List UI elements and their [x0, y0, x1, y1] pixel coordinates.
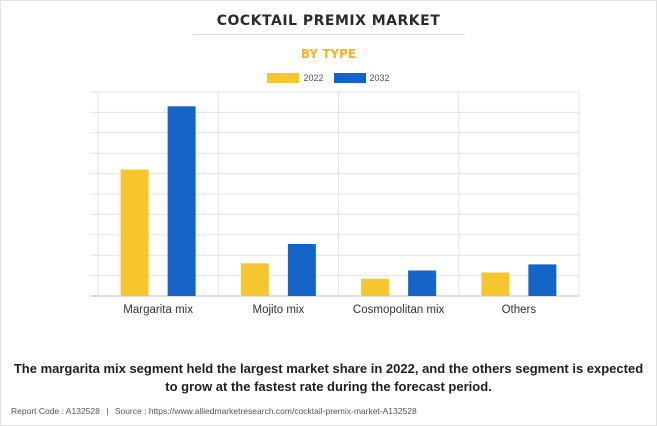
x-tick-label: Others	[502, 304, 537, 316]
bar-2032	[408, 270, 437, 296]
bar-2022	[240, 263, 269, 296]
bar-2032	[167, 106, 196, 296]
x-tick-label: Cosmopolitan mix	[353, 304, 445, 316]
bar-2022	[481, 272, 510, 296]
bar-2032	[528, 264, 557, 296]
legend-swatch-2022	[267, 73, 300, 83]
legend-label-2022: 2022	[303, 73, 324, 83]
chart-subtitle: BY TYPE	[300, 47, 357, 61]
footer-separator: |	[106, 406, 109, 416]
chart-legend: 2022 2032	[1, 73, 656, 83]
x-tick-label: Mojito mix	[252, 304, 304, 316]
legend-item-2022: 2022	[267, 73, 324, 83]
bar-2022	[361, 278, 390, 296]
x-tick-label: Margarita mix	[123, 304, 193, 316]
title-divider	[193, 34, 465, 35]
chart-caption: The margarita mix segment held the large…	[13, 361, 644, 394]
bar-2022	[120, 169, 149, 296]
source-text: Source : https://www.alliedmarketresearc…	[114, 406, 417, 416]
bar-chart: Margarita mix Mojito mix Cosmopolitan mix O…	[90, 91, 580, 316]
legend-item-2032: 2032	[333, 73, 390, 83]
bar-2032	[287, 243, 316, 296]
legend-label-2032: 2032	[369, 73, 390, 83]
footer: Report Code : A132528 | Source : https:/…	[11, 406, 417, 416]
legend-swatch-2032	[333, 73, 366, 83]
report-code: Report Code : A132528	[11, 406, 100, 416]
chart-title: COCKTAIL PREMIX MARKET	[216, 13, 441, 29]
